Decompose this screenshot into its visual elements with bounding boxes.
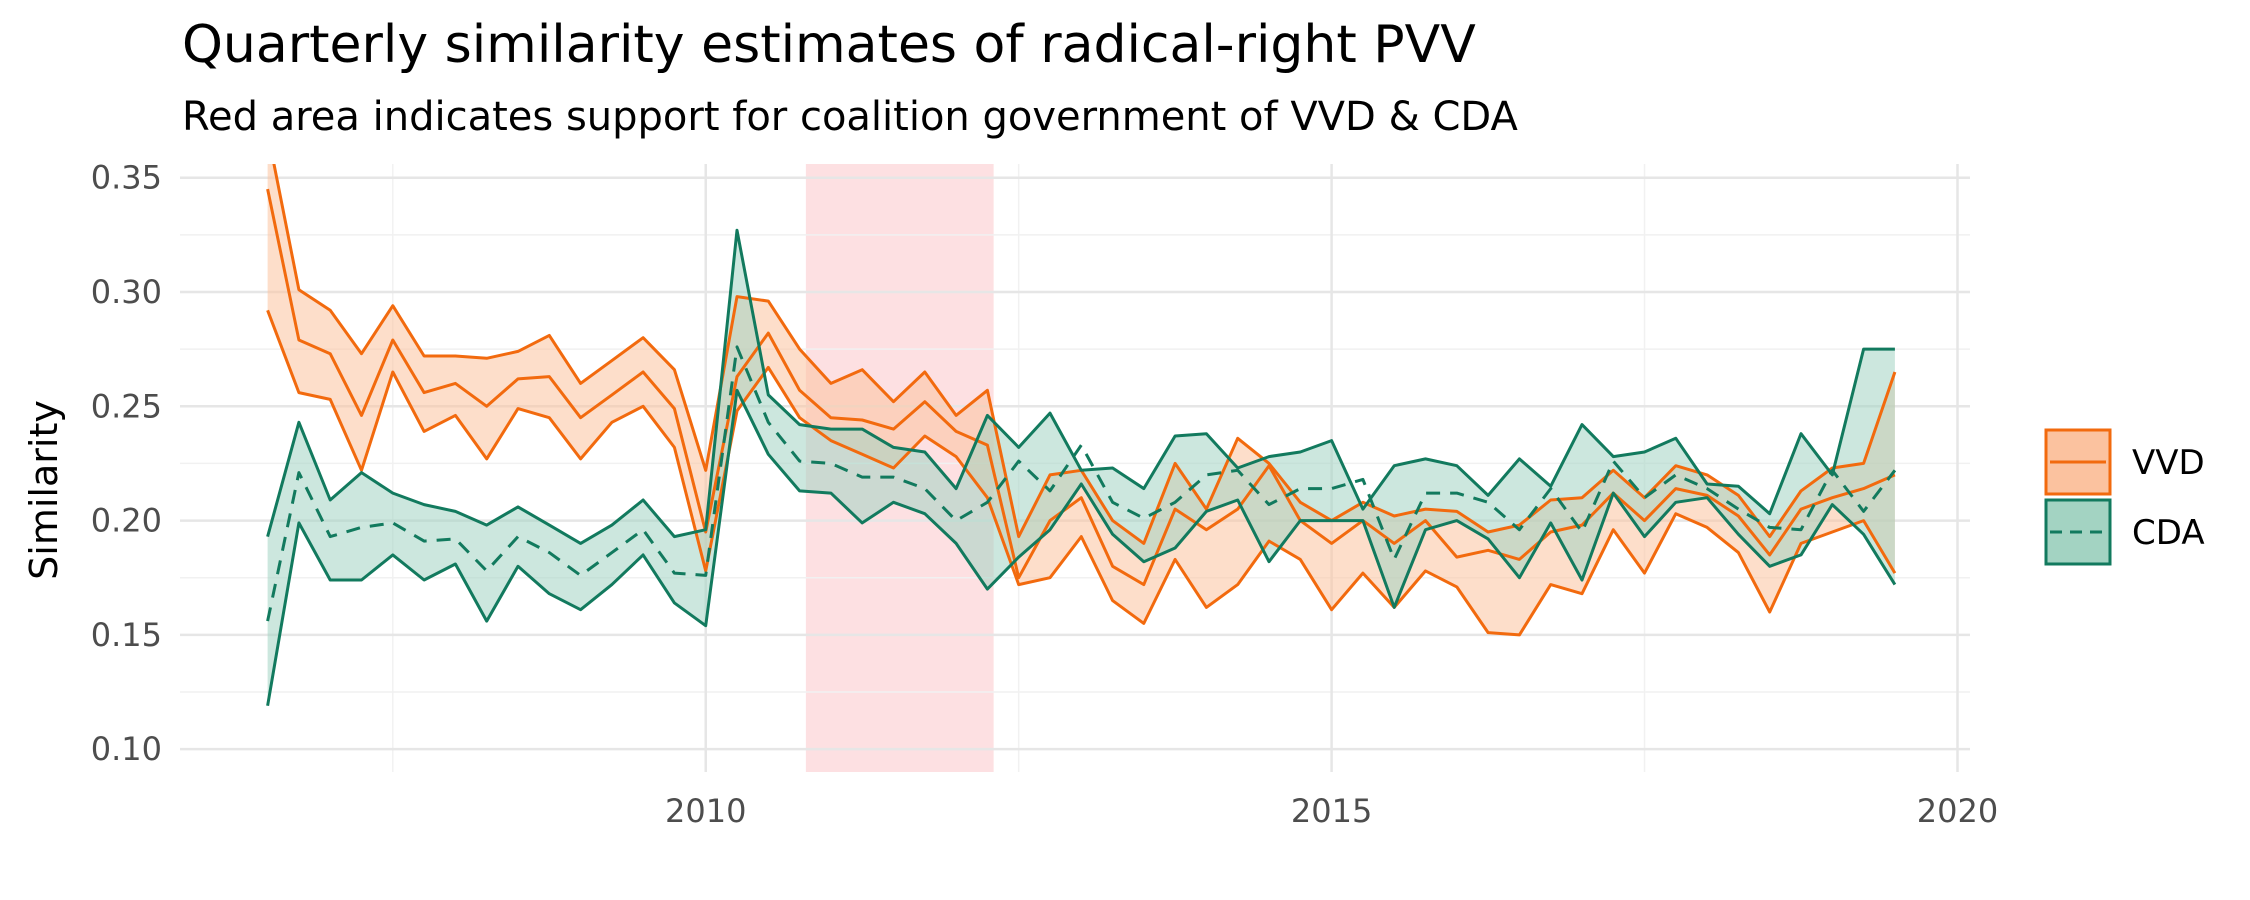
legend-label-cda: CDA bbox=[2132, 513, 2205, 553]
x-tick-label: 2010 bbox=[665, 792, 746, 830]
legend: VVD CDA bbox=[2044, 428, 2205, 566]
y-tick-label: 0.20 bbox=[91, 502, 162, 540]
x-tick-labels: 2010 2015 2020 bbox=[665, 792, 1998, 830]
ribbon-vvd bbox=[267, 164, 1895, 635]
ribbon-cda bbox=[267, 230, 1895, 706]
y-tick-labels: 0.10 0.15 0.20 0.25 0.30 0.35 bbox=[91, 159, 162, 768]
y-tick-label: 0.30 bbox=[91, 273, 162, 311]
lower-line-vvd bbox=[266, 309, 1897, 637]
upper-line-cda bbox=[266, 228, 1895, 545]
y-tick-label: 0.25 bbox=[91, 387, 162, 425]
series-line-layer bbox=[266, 164, 1897, 706]
chart-subtitle: Red area indicates support for coalition… bbox=[182, 94, 1518, 140]
x-tick-label: 2020 bbox=[1917, 792, 1998, 830]
y-tick-label: 0.10 bbox=[91, 730, 162, 768]
plot-area bbox=[180, 164, 1970, 772]
y-axis-label: Similarity bbox=[22, 400, 66, 580]
x-tick-label: 2015 bbox=[1291, 792, 1372, 830]
y-tick-label: 0.15 bbox=[91, 616, 162, 654]
ribbon-layer bbox=[267, 164, 1895, 706]
mean-line-vvd bbox=[266, 188, 1896, 587]
mean-line-cda bbox=[266, 345, 1897, 622]
lower-line-cda bbox=[266, 388, 1897, 706]
chart-title: Quarterly similarity estimates of radica… bbox=[182, 15, 1476, 75]
legend-label-vvd: VVD bbox=[2132, 443, 2205, 483]
y-tick-label: 0.35 bbox=[91, 159, 162, 197]
